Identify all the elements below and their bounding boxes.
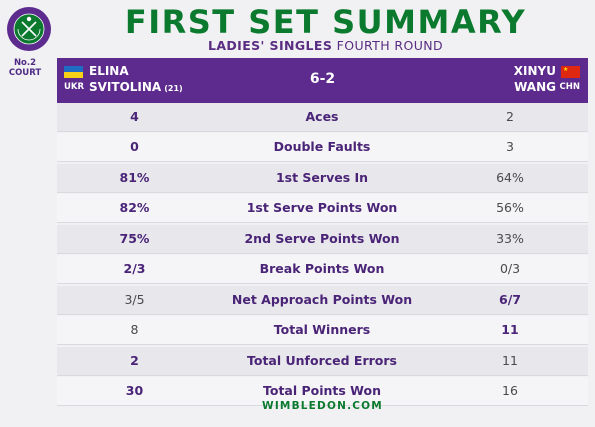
player2-stat: 11 (502, 352, 518, 368)
stat-row: 2 Total Unforced Errors 11 (57, 346, 588, 376)
stat-label: Break Points Won (259, 261, 385, 277)
player1-stat: 0 (130, 139, 139, 155)
player1-first-name: ELINA (89, 64, 129, 78)
china-flag-icon: ★ (561, 66, 580, 78)
player1-stat: 81% (119, 169, 150, 185)
player2: XINYU WANG ★ CHN (490, 64, 580, 96)
player2-stat: 16 (502, 382, 518, 398)
player1-seed: (21) (164, 84, 183, 93)
court-word: COURT (8, 68, 42, 78)
wimbledon-logo (6, 6, 52, 52)
players-header: UKR ELINA SVITOLINA (21) 6-2 XINYU WANG ★… (57, 58, 588, 103)
player1-stat: 82% (119, 200, 150, 216)
website-footer: WIMBLEDON.COM (262, 400, 383, 412)
player2-stat: 64% (496, 169, 524, 185)
player2-stat: 11 (501, 322, 519, 338)
player1-last-name-row: SVITOLINA (21) (89, 80, 183, 94)
stat-row: 2/3 Break Points Won 0/3 (57, 255, 588, 285)
stat-row: 0 Double Faults 3 (57, 133, 588, 163)
player2-country: CHN (559, 82, 580, 92)
stat-row: 75% 2nd Serve Points Won 33% (57, 224, 588, 254)
player2-stat: 3 (506, 139, 514, 155)
set-score: 6-2 (309, 71, 336, 87)
stat-label: Aces (305, 109, 339, 124)
stat-row: 8 Total Winners 11 (57, 316, 588, 346)
stat-row: 30 Total Points Won 16 (57, 376, 588, 406)
player2-first-name: XINYU (513, 64, 556, 78)
player1-stat: 4 (130, 109, 139, 124)
player2-stat: 2 (506, 109, 514, 124)
player1-last-name: SVITOLINA (89, 80, 162, 94)
player1-stat: 30 (125, 382, 144, 398)
player2-stat: 56% (496, 200, 524, 216)
player1-stat: 2/3 (123, 261, 146, 277)
stat-row: 81% 1st Serves In 64% (57, 163, 588, 193)
stat-label: 1st Serve Points Won (246, 200, 398, 216)
player1-stat: 3/5 (124, 291, 145, 307)
ukraine-flag-icon (64, 66, 83, 78)
stat-label: Total Winners (273, 322, 371, 338)
player1-stat: 2 (130, 352, 139, 368)
player1-country: UKR (64, 82, 85, 92)
stats-table: 4 Aces 2 0 Double Faults 3 81% 1st Serve… (57, 103, 588, 407)
player2-stat: 33% (496, 230, 524, 246)
page-title: FIRST SET SUMMARY (124, 3, 527, 41)
stat-label: Net Approach Points Won (231, 291, 413, 307)
stat-row: 82% 1st Serve Points Won 56% (57, 194, 588, 224)
player1-stat: 8 (130, 322, 139, 338)
player2-stat: 0/3 (499, 261, 521, 277)
stat-label: Total Unforced Errors (247, 352, 397, 368)
player2-stat: 6/7 (499, 291, 521, 307)
player2-last-name: WANG (514, 80, 556, 94)
subtitle: LADIES' SINGLES FOURTH ROUND (56, 38, 595, 54)
stat-label: Double Faults (273, 139, 371, 155)
player1-stat: 75% (119, 230, 150, 246)
court-label: No.2 COURT (0, 58, 50, 78)
court-number: No.2 (13, 58, 37, 68)
stat-row: 3/5 Net Approach Points Won 6/7 (57, 285, 588, 315)
stat-row: 4 Aces 2 (57, 103, 588, 132)
event-name: LADIES' SINGLES (207, 38, 333, 53)
stat-label: Total Points Won (262, 382, 382, 398)
stat-label: 1st Serves In (275, 169, 369, 185)
round-name: FOURTH ROUND (336, 38, 444, 53)
stat-label: 2nd Serve Points Won (244, 230, 400, 246)
